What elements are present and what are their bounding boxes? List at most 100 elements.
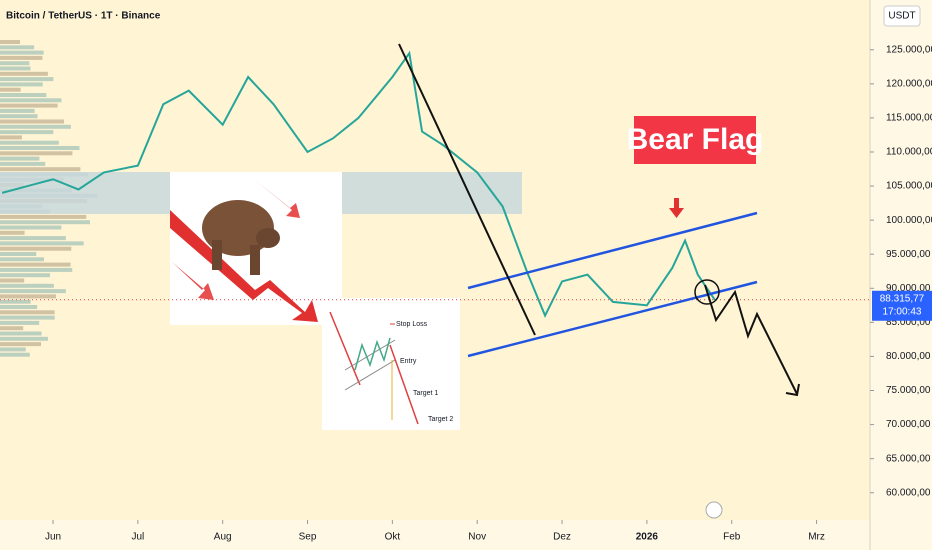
profile-bar	[0, 336, 48, 341]
countdown-label: 17:00:43	[883, 306, 922, 317]
pattern-badge	[634, 116, 756, 164]
x-tick-label: 2026	[636, 532, 659, 543]
profile-bar	[0, 156, 40, 161]
profile-bar	[0, 299, 31, 304]
profile-bar	[0, 146, 80, 150]
entry-label: Entry	[400, 358, 417, 365]
profile-bar	[0, 114, 38, 119]
profile-bar	[0, 214, 87, 219]
diagram-line	[344, 339, 396, 371]
profile-bar	[0, 140, 59, 145]
diagram-line	[389, 344, 419, 425]
plot	[0, 50, 870, 318]
x-tick-label: Jun	[45, 532, 61, 543]
currency-box[interactable]	[883, 5, 921, 27]
y-tick-label: 90.000,00	[886, 283, 931, 294]
profile-bar	[0, 71, 48, 76]
profile-bar	[0, 342, 42, 347]
profile-bar	[0, 262, 71, 267]
y-tick-label: 120.000,00	[886, 78, 932, 89]
profile-bar	[0, 50, 44, 55]
profile-bar	[0, 225, 62, 230]
profile-bar	[0, 230, 25, 235]
y-tick-label: 125.000,00	[886, 44, 932, 55]
profile-bar	[0, 103, 58, 108]
profile-bar	[0, 167, 81, 172]
target-2-label: Target 2	[428, 416, 453, 423]
profile-bar	[0, 236, 66, 241]
time-axis	[0, 520, 870, 550]
profile-bar	[0, 252, 37, 256]
profile-bar	[0, 220, 90, 225]
projection-path	[704, 284, 798, 395]
x-tick-label: Dez	[553, 532, 571, 543]
profile-bar	[0, 77, 54, 82]
profile-bar	[0, 278, 25, 283]
y-tick-label: 95.000,00	[886, 249, 931, 260]
strategy-diagram: Stop Loss Entry Target 1 Target 2	[322, 298, 460, 430]
profile-bar	[0, 289, 66, 294]
x-tick-label: Aug	[214, 532, 232, 543]
profile-bar	[0, 98, 62, 103]
small-arrow	[172, 262, 214, 300]
small-arrow	[250, 176, 300, 218]
profile-bar	[0, 130, 54, 135]
price-line	[1, 50, 716, 318]
y-tick-label: 100.000,00	[886, 215, 932, 226]
profile-bar	[0, 310, 55, 315]
profile-bar	[0, 331, 42, 336]
profile-bar	[0, 87, 21, 92]
profile-bar	[0, 108, 35, 113]
projection-arrowhead	[785, 383, 800, 397]
pattern-label: Bear Flag	[627, 123, 764, 156]
diagram-zigzag	[354, 337, 391, 371]
profile-bar	[0, 93, 47, 97]
signal-arrow	[669, 198, 684, 218]
event-icon[interactable]	[705, 501, 723, 519]
profile-bar	[0, 267, 73, 272]
symbol-title: Bitcoin / TetherUS · 1T · Binance	[6, 11, 161, 22]
y-tick-label: 65.000,00	[886, 453, 931, 464]
profile-bar	[0, 161, 46, 166]
last-price-label: 88.315,77	[880, 293, 925, 304]
profile-bar	[0, 315, 55, 320]
diagram-line	[329, 311, 361, 386]
bear-leg	[250, 245, 260, 275]
target-1-label: Target 1	[413, 390, 438, 397]
profile-bar	[0, 45, 35, 50]
diagram-frame	[322, 298, 460, 430]
profile-bar	[0, 294, 56, 299]
profile-bar	[0, 241, 84, 246]
profile-bar	[0, 273, 51, 278]
price-axis	[870, 0, 932, 550]
plot-background	[0, 0, 870, 520]
down-arrow	[170, 210, 318, 322]
profile-bar	[0, 119, 64, 124]
y-tick-label: 60.000,00	[886, 487, 931, 498]
x-tick-label: Jul	[131, 532, 144, 543]
x-tick-label: Sep	[299, 532, 317, 543]
profile-bar	[0, 320, 40, 325]
diagram-line	[344, 359, 396, 391]
bear-head	[256, 228, 280, 248]
profile-bar	[0, 61, 30, 66]
last-price-box	[872, 290, 932, 321]
y-tick-label: 75.000,00	[886, 385, 931, 396]
y-tick-label: 110.000,00	[886, 147, 932, 158]
trend-line	[398, 43, 536, 336]
x-tick-label: Feb	[723, 532, 741, 543]
profile-bar	[0, 347, 26, 352]
stop-loss-label: Stop Loss	[396, 321, 428, 328]
profile-bar	[0, 135, 22, 140]
profile-bar	[0, 283, 54, 288]
profile-bar	[0, 55, 43, 60]
profile-bar	[0, 66, 31, 71]
y-tick-label: 80.000,00	[886, 351, 931, 362]
y-tick-label: 115.000,00	[886, 113, 932, 124]
profile-bar	[0, 40, 20, 44]
y-tick-label: 105.000,00	[886, 181, 932, 192]
profile-bar	[0, 305, 38, 309]
profile-bar	[0, 246, 72, 251]
x-tick-label: Mrz	[808, 532, 825, 543]
y-tick-label: 85.000,00	[886, 317, 931, 328]
